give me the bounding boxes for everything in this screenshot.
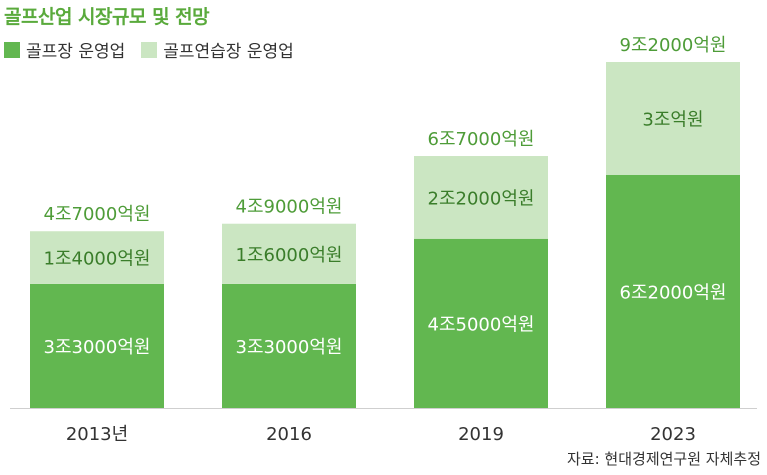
legend-item-driving-range: 골프연습장 운영업	[141, 37, 294, 62]
legend: 골프장 운영업 골프연습장 운영업	[4, 37, 310, 62]
source-note: 자료: 현대경제연구원 자체추정	[567, 450, 761, 468]
legend-label-golf-course: 골프장 운영업	[26, 42, 126, 62]
data-label-driving-range: 1조6000억원	[236, 245, 343, 266]
bar-segment-driving-range	[222, 223, 356, 284]
bar-segment-driving-range	[414, 156, 548, 239]
data-label-golf-course: 3조3000억원	[236, 337, 343, 358]
x-tick-label: 2013년	[66, 424, 128, 445]
total-label: 4조7000억원	[44, 204, 151, 225]
legend-item-golf-course: 골프장 운영업	[4, 37, 125, 62]
data-label-golf-course: 4조5000억원	[428, 314, 535, 335]
x-tick-label: 2019	[458, 424, 504, 445]
bar-segment-golf-course	[222, 283, 356, 408]
bar-segment-golf-course	[606, 174, 740, 408]
x-tick-label: 2023	[650, 424, 696, 445]
data-label-golf-course: 6조2000억원	[620, 282, 727, 303]
bar-segment-golf-course	[30, 283, 164, 408]
total-label: 4조9000억원	[236, 197, 343, 218]
data-label-golf-course: 3조3000억원	[44, 337, 151, 358]
data-label-driving-range: 3조억원	[642, 109, 703, 130]
total-label: 6조7000억원	[428, 129, 535, 150]
chart-title: 골프산업 시장규모 및 전망	[4, 6, 210, 28]
total-label: 9조2000억원	[620, 35, 727, 56]
data-label-driving-range: 2조2000억원	[428, 188, 535, 209]
x-tick-label: 2016	[266, 424, 312, 445]
legend-label-driving-range: 골프연습장 운영업	[163, 42, 294, 62]
bar-segment-driving-range	[30, 231, 164, 284]
legend-swatch-driving-range	[141, 41, 158, 58]
data-label-driving-range: 1조4000억원	[44, 249, 151, 270]
bar-segment-golf-course	[414, 238, 548, 408]
legend-swatch-golf-course	[4, 41, 20, 58]
bar-segment-driving-range	[606, 62, 740, 175]
